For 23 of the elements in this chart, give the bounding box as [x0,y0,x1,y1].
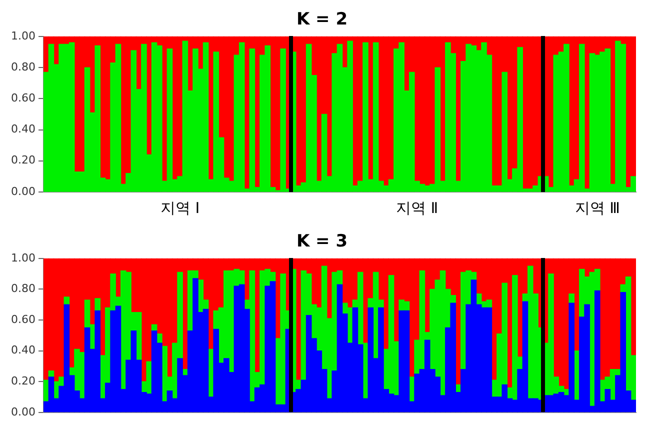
y-tick-label: 1.00 [10,29,36,42]
y-tick-label: 0.00 [10,405,36,418]
bar [156,334,162,344]
y-tick-label: 0.80 [10,60,36,74]
y-tick-label: 1.00 [10,251,36,264]
y-tick-label: 0.80 [10,282,36,296]
bar [568,293,575,304]
x-tick-label: 지역 Ⅱ [396,198,438,217]
chart-title: K = 2 [296,10,348,30]
x-tick-label: 지역 Ⅲ [574,198,620,217]
bar [64,296,70,305]
y-tick-label: 0.20 [10,154,36,167]
y-tick-label: 0.00 [10,184,36,198]
y-tick-label: 0.60 [10,312,36,326]
y-tick-label: 0.60 [10,92,36,104]
bar [94,298,100,312]
y-tick-label: 0.40 [10,344,36,357]
bar [43,380,49,402]
chart-title: K = 3 [296,232,348,252]
y-tick-label: 0.20 [10,374,36,388]
bar [388,275,394,394]
y-tick-label: 0.40 [10,122,36,136]
x-tick-label: 지역 Ⅰ [160,198,200,217]
